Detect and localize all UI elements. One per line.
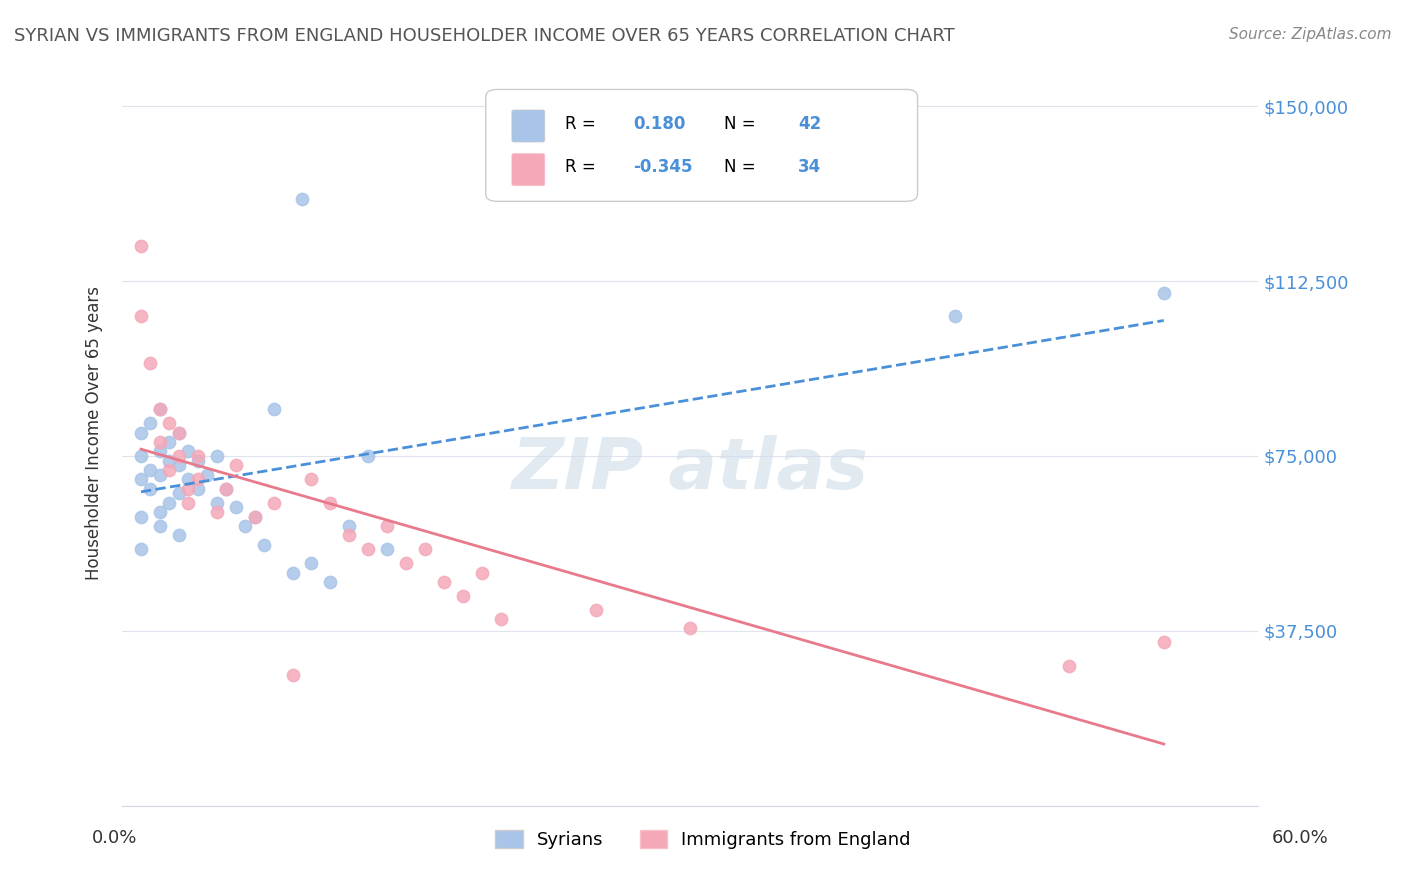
Text: R =: R = [565, 158, 602, 176]
Point [149, 402, 172, 417]
Point [263, 402, 285, 417]
Text: ZIP atlas: ZIP atlas [512, 435, 869, 504]
Point [129, 449, 152, 463]
Point [451, 589, 474, 603]
Point [167, 425, 190, 440]
Point [1153, 285, 1175, 300]
Point [413, 542, 436, 557]
Point [301, 556, 323, 570]
Point [167, 458, 190, 473]
Point [129, 509, 152, 524]
Point [945, 309, 967, 323]
Text: 60.0%: 60.0% [1272, 829, 1329, 847]
Point [149, 434, 172, 449]
Point [129, 239, 152, 253]
Point [243, 509, 266, 524]
Text: Source: ZipAtlas.com: Source: ZipAtlas.com [1229, 27, 1392, 42]
Point [177, 472, 200, 486]
Point [149, 444, 172, 458]
Point [471, 566, 494, 580]
Point [167, 528, 190, 542]
Point [205, 495, 228, 509]
Point [319, 574, 342, 589]
Point [149, 402, 172, 417]
Point [167, 449, 190, 463]
Point [139, 417, 162, 431]
Point [149, 519, 172, 533]
Point [149, 505, 172, 519]
FancyBboxPatch shape [485, 89, 918, 202]
Text: N =: N = [724, 158, 761, 176]
Point [1057, 658, 1080, 673]
Point [149, 467, 172, 482]
Point [157, 495, 180, 509]
Point [129, 425, 152, 440]
Point [177, 495, 200, 509]
Point [157, 463, 180, 477]
Point [167, 486, 190, 500]
Y-axis label: Householder Income Over 65 years: Householder Income Over 65 years [86, 285, 103, 580]
Text: R =: R = [565, 115, 602, 133]
Point [301, 472, 323, 486]
Point [157, 434, 180, 449]
Point [263, 495, 285, 509]
Point [253, 537, 276, 551]
Legend: Syrians, Immigrants from England: Syrians, Immigrants from England [488, 822, 918, 856]
Point [375, 519, 398, 533]
Point [225, 500, 247, 515]
Point [243, 509, 266, 524]
Text: 0.180: 0.180 [634, 115, 686, 133]
Point [357, 449, 380, 463]
Point [167, 425, 190, 440]
Point [139, 463, 162, 477]
Text: 34: 34 [799, 158, 821, 176]
Point [319, 495, 342, 509]
Point [157, 453, 180, 467]
Point [195, 467, 218, 482]
Point [205, 449, 228, 463]
Point [205, 505, 228, 519]
Point [489, 612, 512, 626]
Point [215, 482, 238, 496]
Text: -0.345: -0.345 [634, 158, 693, 176]
Point [395, 556, 418, 570]
FancyBboxPatch shape [512, 110, 544, 142]
Point [585, 603, 607, 617]
Point [129, 542, 152, 557]
Text: SYRIAN VS IMMIGRANTS FROM ENGLAND HOUSEHOLDER INCOME OVER 65 YEARS CORRELATION C: SYRIAN VS IMMIGRANTS FROM ENGLAND HOUSEH… [14, 27, 955, 45]
Text: 0.0%: 0.0% [91, 829, 136, 847]
Point [679, 622, 702, 636]
Point [337, 519, 360, 533]
FancyBboxPatch shape [512, 153, 544, 186]
Text: N =: N = [724, 115, 761, 133]
Point [177, 482, 200, 496]
Point [187, 449, 209, 463]
Point [187, 482, 209, 496]
Point [139, 356, 162, 370]
Point [233, 519, 256, 533]
Point [337, 528, 360, 542]
Point [187, 472, 209, 486]
Text: 42: 42 [799, 115, 821, 133]
Point [129, 309, 152, 323]
Point [215, 482, 238, 496]
Point [129, 472, 152, 486]
Point [291, 193, 314, 207]
Point [375, 542, 398, 557]
Point [281, 668, 304, 682]
Point [139, 482, 162, 496]
Point [357, 542, 380, 557]
Point [177, 444, 200, 458]
Point [1153, 635, 1175, 649]
Point [225, 458, 247, 473]
Point [157, 417, 180, 431]
Point [433, 574, 456, 589]
Point [281, 566, 304, 580]
Point [187, 453, 209, 467]
